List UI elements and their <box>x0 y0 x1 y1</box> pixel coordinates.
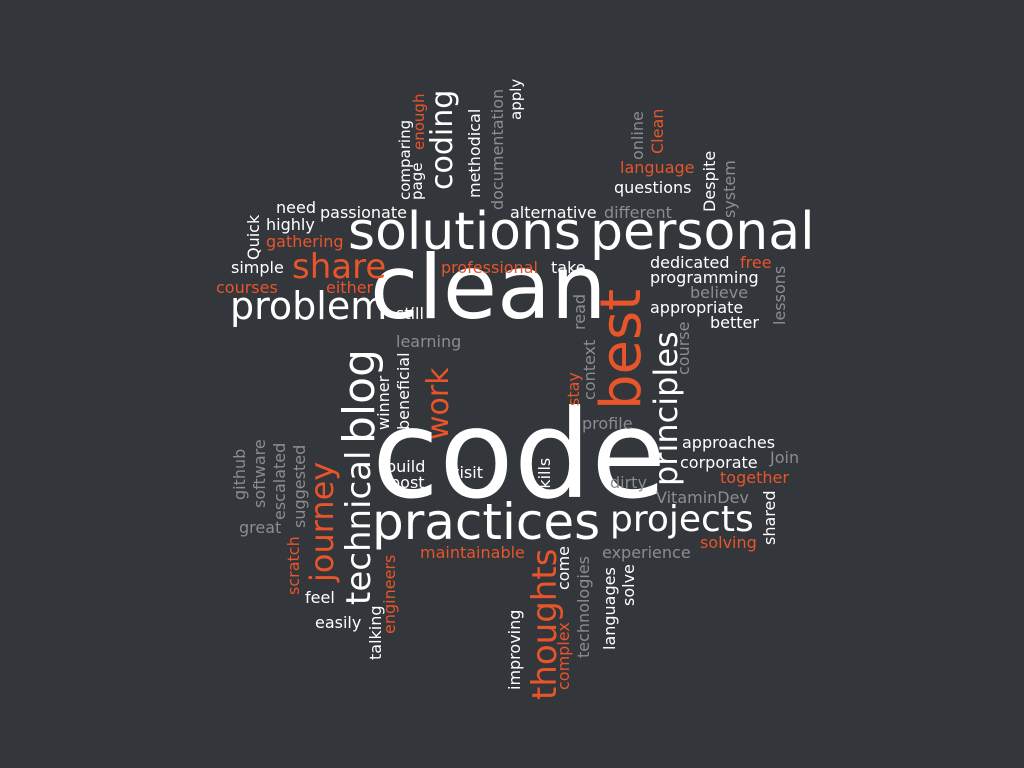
word-personal: personal <box>590 202 815 262</box>
word-dedicated: dedicated <box>650 253 730 272</box>
word-stay: stay <box>564 372 583 406</box>
word-engineers: engineers <box>380 554 399 634</box>
word-build: build <box>386 457 426 476</box>
word-language: language <box>620 158 695 177</box>
word-practices: practices <box>372 493 601 551</box>
word-feel: feel <box>305 588 335 607</box>
word-coding: coding <box>425 89 460 190</box>
word-suggested: suggested <box>290 444 309 528</box>
word-comparing: comparing <box>396 119 414 200</box>
word-believe: believe <box>690 283 749 302</box>
word-different: different <box>604 203 672 222</box>
word-technologies: technologies <box>574 556 593 658</box>
word-clean-small: Clean <box>648 108 667 154</box>
word-winner: winner <box>374 375 393 430</box>
word-complex: complex <box>554 622 573 690</box>
word-either: either <box>326 278 374 297</box>
word-system: system <box>720 160 739 218</box>
word-course: course <box>674 321 693 375</box>
word-problem: problem <box>230 284 388 328</box>
word-technical: technical <box>339 450 379 605</box>
word-work: work <box>421 367 456 440</box>
word-easily: easily <box>315 613 362 632</box>
word-visit: visit <box>450 463 483 482</box>
word-maintainable: maintainable <box>420 543 525 562</box>
word-beneficial: beneficial <box>394 352 413 430</box>
word-professional: professional <box>441 258 538 277</box>
word-github: github <box>230 448 249 500</box>
word-skills: skills <box>535 457 554 497</box>
word-better: better <box>710 313 759 332</box>
word-clean: clean <box>370 236 607 339</box>
word-dirty: dirty <box>610 473 647 492</box>
word-take: take <box>551 258 586 277</box>
word-alternative: alternative <box>510 203 597 222</box>
word-escalated: escalated <box>270 442 289 520</box>
word-programming: programming <box>650 268 759 287</box>
word-apply: apply <box>507 78 525 120</box>
word-passionate: passionate <box>320 203 407 222</box>
word-profile: profile <box>582 414 633 433</box>
word-simple: simple <box>231 258 284 277</box>
word-post: post <box>390 473 425 492</box>
word-methodical: methodical <box>465 108 484 198</box>
word-scratch: scratch <box>284 536 303 595</box>
word-need: need <box>276 198 316 217</box>
word-come: come <box>554 545 573 590</box>
word-best: best <box>589 288 654 410</box>
word-courses: courses <box>216 278 278 297</box>
word-highly: highly <box>266 215 315 234</box>
word-lessons: lessons <box>770 265 789 325</box>
word-solving: solving <box>700 533 757 552</box>
word-questions: questions <box>614 178 692 197</box>
word-still: still <box>396 304 424 323</box>
word-vitamindev: VitaminDev <box>656 488 749 507</box>
word-gathering: gathering <box>266 232 344 251</box>
word-read: read <box>570 293 589 330</box>
word-documentation: documentation <box>488 88 507 210</box>
word-appropriate: appropriate <box>650 298 744 317</box>
word-corporate: corporate <box>680 453 758 472</box>
word-enough: enough <box>410 93 428 150</box>
word-together: together <box>720 468 789 487</box>
word-quick: Quick <box>244 214 263 260</box>
word-experience: experience <box>602 543 691 562</box>
word-learning: learning <box>396 332 462 351</box>
word-code: code <box>372 384 667 526</box>
word-solve: solve <box>619 564 638 606</box>
word-context: context <box>580 339 599 400</box>
word-approaches: approaches <box>682 433 776 452</box>
word-free: free <box>740 253 772 272</box>
word-journey: journey <box>303 461 341 582</box>
word-online: online <box>628 111 647 160</box>
word-great: great <box>239 518 282 537</box>
word-despite: Despite <box>700 150 719 212</box>
word-shared: shared <box>760 490 779 545</box>
word-projects: projects <box>610 499 754 540</box>
word-software: software <box>250 439 269 508</box>
word-share: share <box>292 247 387 287</box>
word-languages: languages <box>600 567 619 650</box>
word-improving: improving <box>505 609 524 690</box>
word-solutions: solutions <box>348 202 582 262</box>
word-join: Join <box>770 448 800 467</box>
